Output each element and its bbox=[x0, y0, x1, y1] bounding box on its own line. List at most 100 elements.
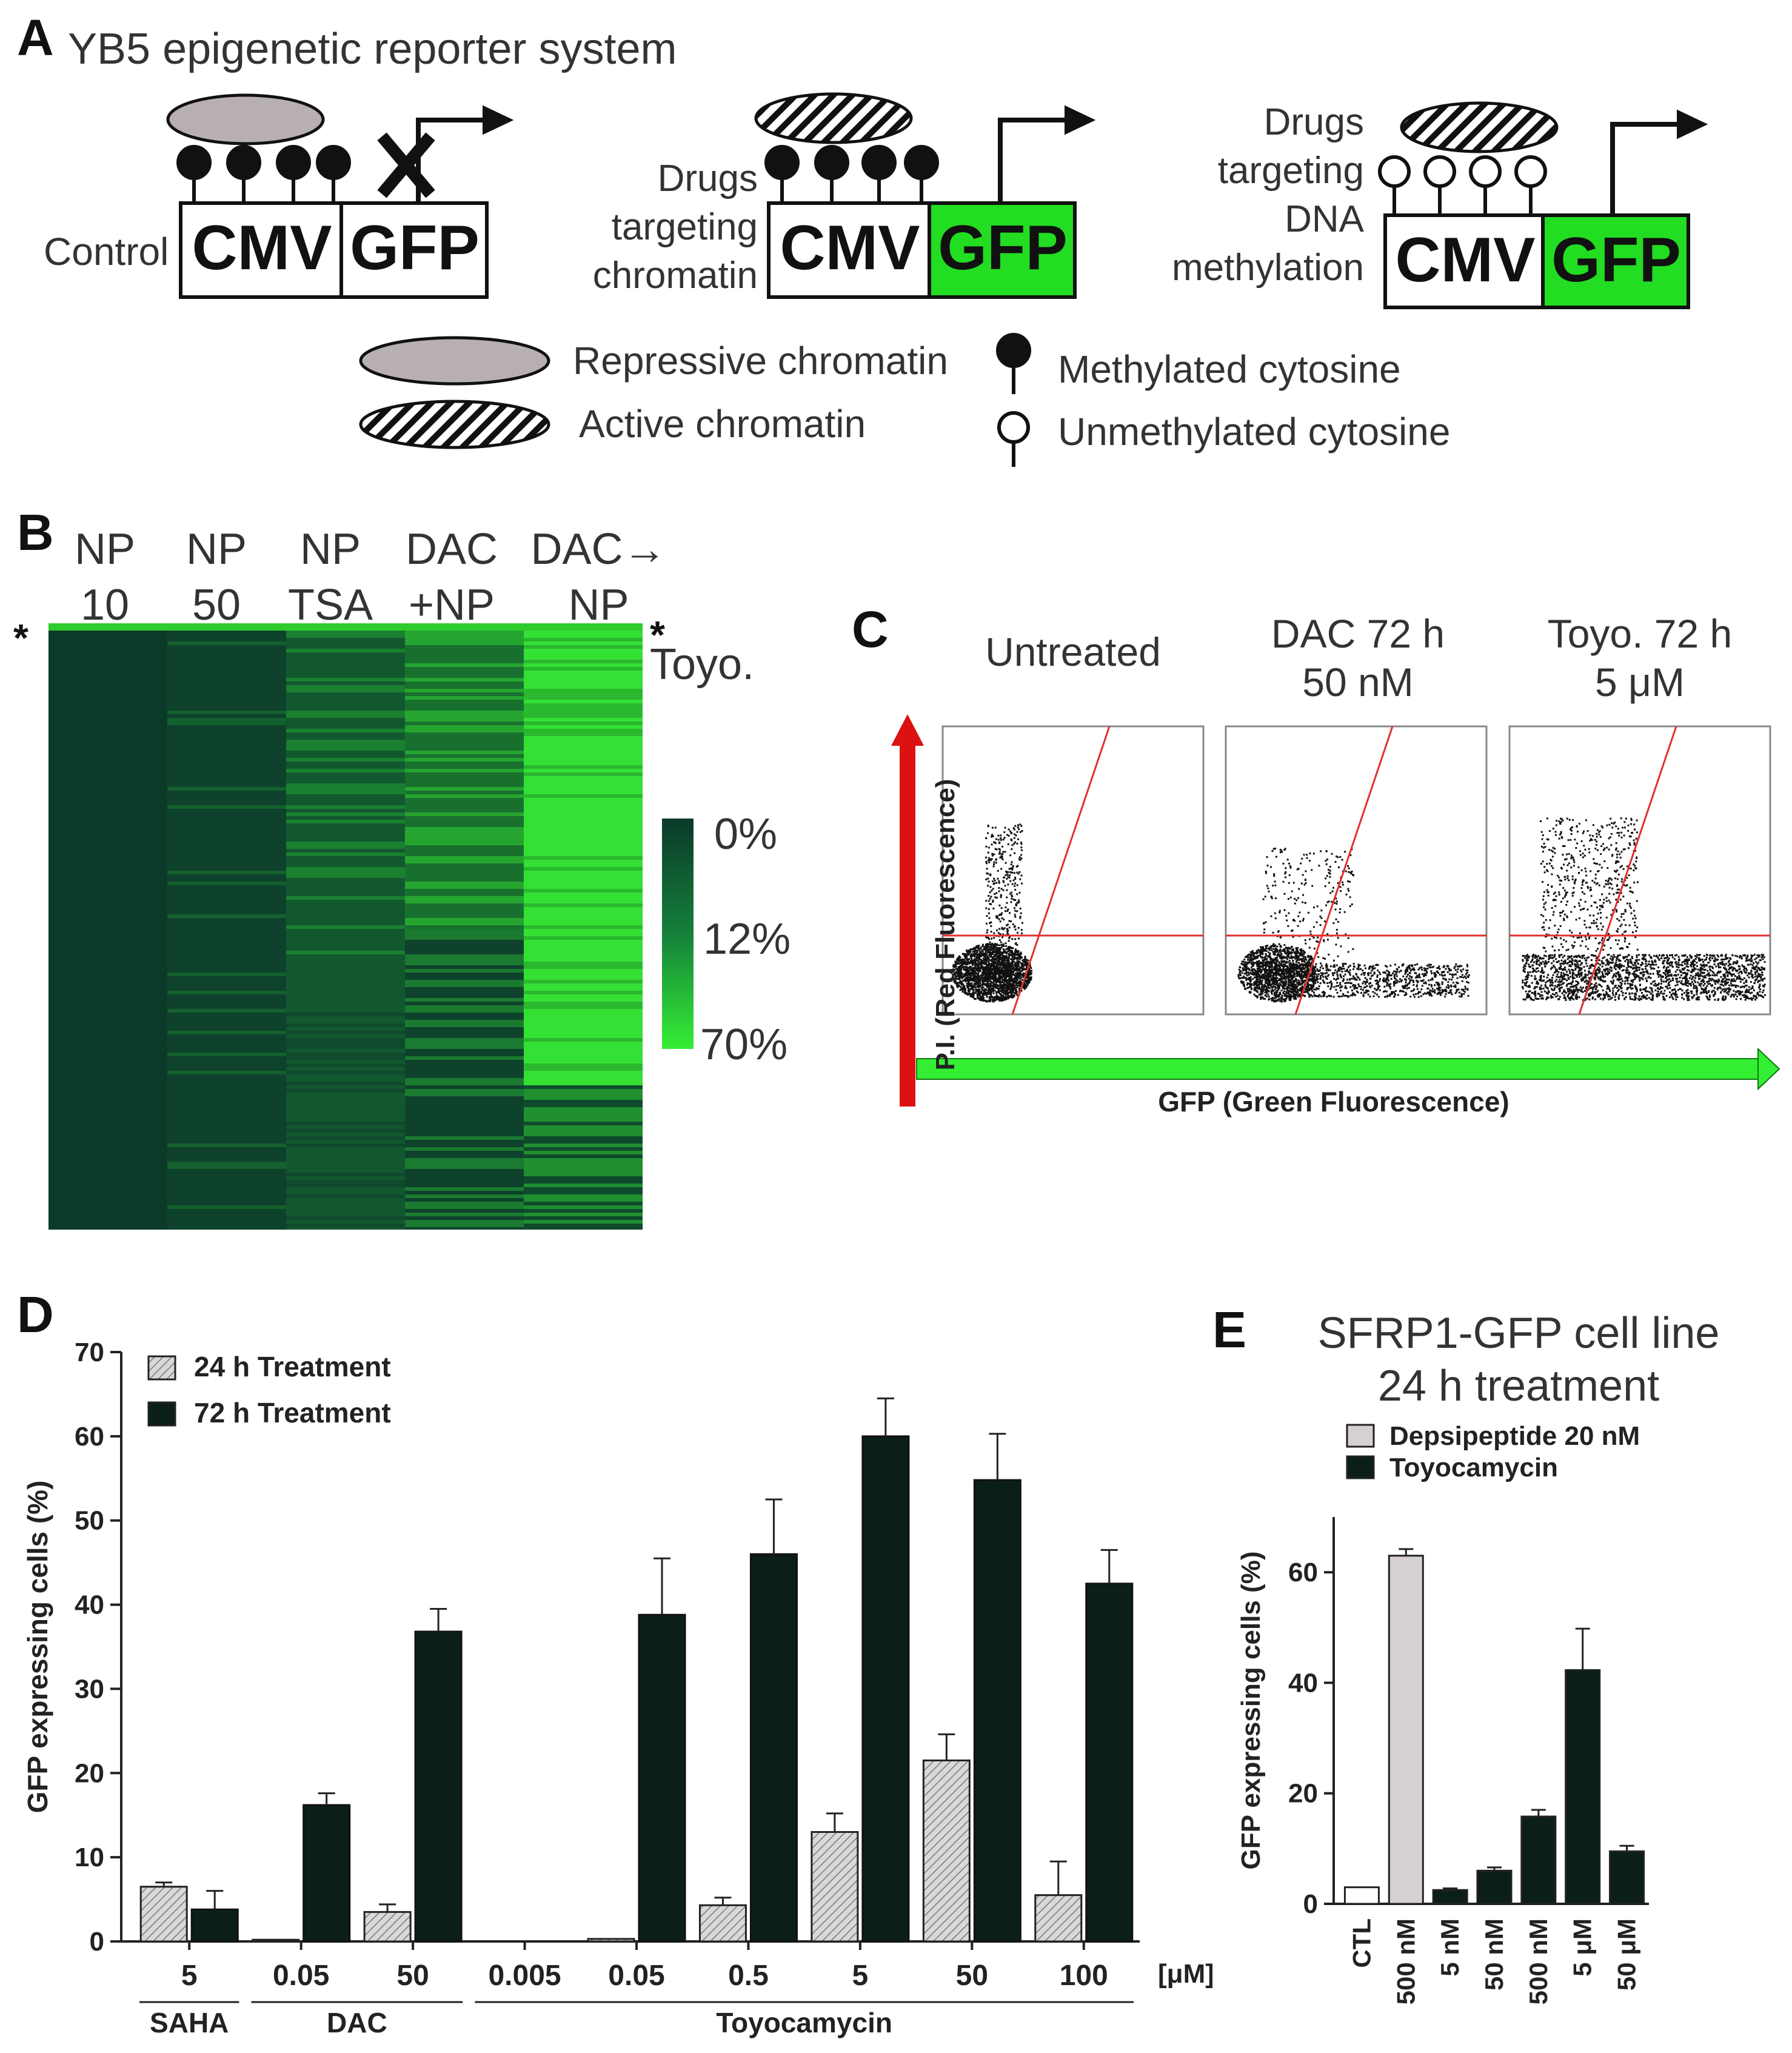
flow-dot bbox=[1290, 955, 1292, 957]
flow-dot bbox=[1288, 991, 1290, 993]
heatmap-cell bbox=[167, 700, 287, 704]
flow-dot bbox=[969, 976, 971, 979]
flow-dot bbox=[1006, 970, 1008, 972]
flow-dot bbox=[1014, 956, 1016, 958]
flow-dot bbox=[1240, 970, 1242, 972]
flow-dot bbox=[1283, 981, 1285, 983]
heatmap-cell bbox=[48, 983, 168, 988]
flow-dot bbox=[1005, 963, 1008, 966]
flow-dot bbox=[1306, 983, 1309, 985]
flow-dot bbox=[1000, 985, 1003, 988]
flow-dot bbox=[1009, 990, 1011, 992]
flow-dot bbox=[984, 979, 986, 982]
flow-dot bbox=[1338, 968, 1340, 970]
flow-dot bbox=[1408, 964, 1411, 966]
heatmap-cell bbox=[524, 703, 643, 708]
flow-dot bbox=[1016, 871, 1018, 874]
heatmap-cell bbox=[405, 867, 524, 871]
flow-dot bbox=[965, 954, 967, 957]
flow-dot bbox=[1329, 865, 1331, 868]
flow-dot bbox=[1000, 964, 1002, 966]
heatmap-cell bbox=[48, 1107, 168, 1111]
flow-dot bbox=[1262, 948, 1265, 950]
heatmap-cell bbox=[286, 889, 406, 893]
flow-dot bbox=[1274, 970, 1277, 973]
heatmap-cell bbox=[524, 634, 643, 638]
heatmap-cell bbox=[524, 823, 643, 828]
flow-dot bbox=[991, 889, 993, 892]
flow-dot bbox=[983, 992, 986, 994]
flow-dot bbox=[1006, 983, 1009, 985]
flow-dot bbox=[1430, 972, 1433, 974]
flow-dot bbox=[1262, 968, 1264, 971]
flow-dot bbox=[987, 973, 989, 976]
flow-dot bbox=[1325, 860, 1327, 862]
flow-dot bbox=[974, 984, 976, 986]
column-header-np50: NP 50 bbox=[186, 525, 247, 629]
flow-dot bbox=[1008, 828, 1010, 831]
heatmap-cell bbox=[405, 1009, 524, 1013]
heatmap-cell bbox=[167, 678, 287, 682]
flow-dot bbox=[1352, 948, 1354, 950]
heatmap-cell bbox=[405, 645, 524, 649]
flow-dot bbox=[988, 961, 990, 963]
flow-dot bbox=[1267, 962, 1269, 964]
construct-chromatin-drugs bbox=[754, 92, 1096, 299]
flow-dot bbox=[1356, 979, 1358, 981]
heatmap-cell bbox=[48, 1205, 168, 1210]
panel-a-diagram bbox=[166, 92, 1708, 467]
flow-dot bbox=[1389, 986, 1391, 988]
flow-dot bbox=[1014, 962, 1017, 964]
flow-dot bbox=[1007, 985, 1009, 988]
flow-dot bbox=[1005, 989, 1008, 991]
flow-dot bbox=[1263, 922, 1265, 924]
heatmap-cell bbox=[524, 1056, 643, 1060]
heatmap-cell bbox=[48, 889, 168, 893]
heatmap-cell bbox=[524, 623, 643, 628]
flow-dot bbox=[1005, 968, 1007, 971]
heatmap-cell bbox=[167, 1067, 287, 1071]
flow-dot bbox=[980, 961, 982, 963]
flow-dot bbox=[988, 985, 991, 987]
flow-dot bbox=[997, 947, 999, 949]
flow-dot bbox=[966, 970, 968, 972]
heatmap-cell bbox=[48, 1100, 168, 1104]
flow-dot bbox=[966, 950, 969, 953]
heatmap-cell bbox=[167, 703, 287, 708]
flow-dot bbox=[966, 982, 968, 985]
heatmap-cell bbox=[167, 1144, 287, 1148]
flow-dot bbox=[1272, 976, 1274, 978]
flow-dot bbox=[1021, 964, 1024, 966]
heatmap-cell bbox=[286, 722, 406, 726]
flow-dot bbox=[1291, 929, 1293, 932]
heatmap-cell bbox=[48, 740, 168, 744]
flow-dot bbox=[972, 977, 975, 979]
flow-dot bbox=[1010, 958, 1012, 960]
flow-dot bbox=[1279, 936, 1282, 939]
flow-dot bbox=[1274, 959, 1276, 961]
flow-dot bbox=[1447, 984, 1449, 986]
heatmap-cell bbox=[48, 838, 168, 842]
heatmap-cell bbox=[48, 1173, 168, 1177]
flow-dot bbox=[966, 993, 969, 995]
flow-dot bbox=[1008, 834, 1010, 837]
flow-dot bbox=[1431, 966, 1433, 969]
flow-dot bbox=[1011, 949, 1013, 952]
heatmap-cell bbox=[167, 692, 287, 697]
flow-dot bbox=[1366, 985, 1368, 987]
flow-dot bbox=[1004, 990, 1006, 993]
heatmap-cell bbox=[405, 627, 524, 631]
heatmap-cell bbox=[48, 973, 168, 977]
flow-dot bbox=[1376, 993, 1378, 996]
flow-dot bbox=[1456, 988, 1458, 991]
flow-dot bbox=[1369, 996, 1371, 998]
flow-dot bbox=[1006, 987, 1008, 990]
flow-dot bbox=[1362, 982, 1364, 985]
flow-dot bbox=[1423, 992, 1426, 994]
flow-dot bbox=[985, 948, 987, 951]
heatmap-cell bbox=[48, 1144, 168, 1148]
heatmap-cell bbox=[286, 1038, 406, 1042]
flow-dot bbox=[1002, 996, 1005, 999]
heatmap-cell bbox=[167, 689, 287, 693]
heatmap-cell bbox=[48, 1224, 168, 1228]
